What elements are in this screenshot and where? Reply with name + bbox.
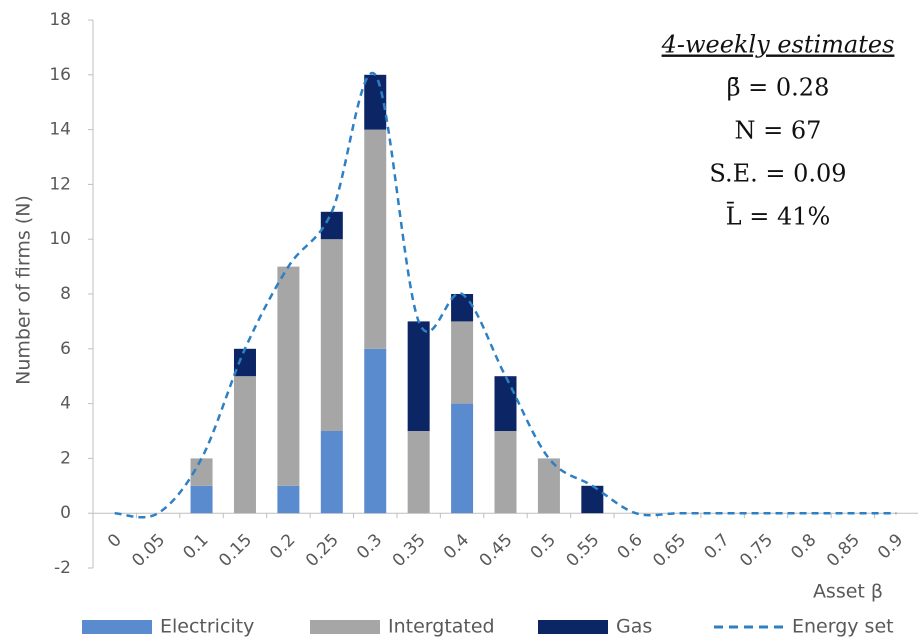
y-tick-label: 18 [49,10,71,30]
x-tick-label: 0.6 [614,530,647,563]
bar-segment [233,348,256,377]
y-tick-label: 4 [60,394,71,414]
x-tick-label: 0.4 [440,530,473,563]
x-tick-label: 0.05 [128,530,169,571]
bar-segment [320,239,343,431]
y-tick-label: 2 [60,448,71,468]
y-tick-label: 0 [60,503,71,523]
x-tick-label: 0 [104,530,126,552]
y-tick-label: 16 [49,65,71,85]
x-tick-label: 0.65 [649,530,690,571]
annotation: N = 67 [735,117,822,145]
bar-segment [364,348,387,514]
legend-swatch [82,620,152,634]
y-tick-label: 10 [49,229,71,249]
legend-label: Energy set [792,616,894,638]
x-axis-title: Asset β [813,581,883,603]
bar-segment [494,431,517,514]
x-tick-label: 0.85 [823,530,864,571]
x-tick-label: 0.55 [563,530,604,571]
line [114,71,897,519]
bar-segment [277,266,300,486]
y-tick-label: 8 [60,284,71,304]
x-tick-label: 0.5 [527,530,560,563]
annotation: S.E. = 0.09 [709,160,846,188]
bar-segment [451,403,474,514]
bar-segment [407,321,430,431]
bar-segment [581,485,604,514]
y-tick-label: -2 [54,558,71,578]
annotation-box: 4-weekly estimates β̄ = 0.28 N = 67 S.E. = … [661,31,895,231]
x-tick-label: 0.9 [874,530,907,563]
x-tick-label: 0.45 [476,530,517,571]
legend-label: Electricity [160,616,254,638]
y-axis-title: Number of firms (N) [13,195,35,385]
bar-segment [320,211,343,240]
x-tick-label: 0.15 [215,530,256,571]
x-tick-label: 0.3 [353,530,386,563]
legend-label: Intergtated [388,616,495,638]
bar-segment [233,376,256,514]
bar-segment [190,458,213,486]
bar-segment [451,321,474,404]
bar-segment [320,431,343,514]
bar-segment [277,485,300,514]
legend-swatch [538,620,608,634]
x-tick-label: 0.2 [266,530,299,563]
annotation: β̄ = 0.28 [727,74,830,102]
x-tick-label: 0.7 [700,530,733,563]
bar-segment [190,485,213,514]
x-tick-label: 0.25 [302,530,343,571]
x-tick-label: 0.8 [787,530,820,563]
legend-swatch [310,620,380,634]
y-tick-label: 14 [49,120,71,140]
bar-segment [451,294,474,322]
bar-segment [407,431,430,514]
bar-segment [364,129,387,349]
bar-segment [364,74,387,130]
bar-segment [537,458,560,514]
y-tick-label: 12 [49,174,71,194]
annotation: 4-weekly estimates [661,31,895,59]
x-tick-label: 0.75 [736,530,777,571]
y-tick-label: 6 [60,339,71,359]
x-tick-label: 0.35 [389,530,430,571]
legend-label: Gas [616,616,652,638]
bar-segment [494,376,517,431]
x-tick-label: 0.1 [179,530,212,563]
annotation: L̄ = 41% [726,202,831,230]
